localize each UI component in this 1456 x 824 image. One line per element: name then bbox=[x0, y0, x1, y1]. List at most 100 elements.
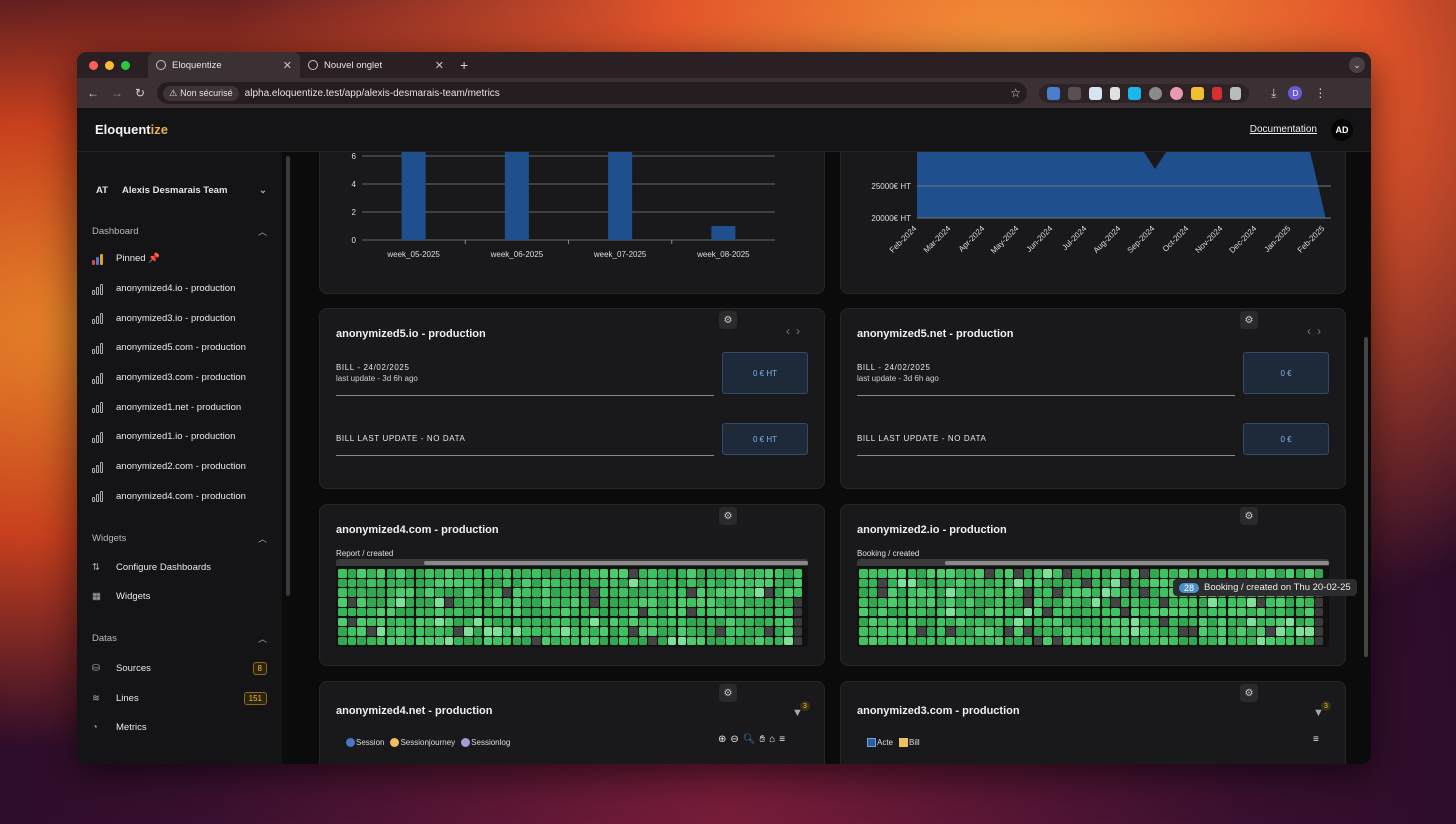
heatmap-cell[interactable] bbox=[405, 598, 415, 607]
back-icon[interactable]: ← bbox=[87, 86, 99, 100]
heatmap-cell[interactable] bbox=[629, 569, 638, 578]
legend-item[interactable]: Acte bbox=[867, 738, 893, 747]
heatmap-cell[interactable] bbox=[512, 627, 522, 636]
heatmap-cell[interactable] bbox=[464, 607, 473, 617]
new-tab-button[interactable]: + bbox=[460, 57, 469, 73]
heatmap-cell[interactable] bbox=[658, 588, 667, 597]
heatmap-cell[interactable] bbox=[357, 636, 366, 646]
heatmap-cell[interactable] bbox=[1033, 607, 1043, 617]
heatmap-cell[interactable] bbox=[985, 588, 994, 597]
heatmap-cell[interactable] bbox=[629, 627, 638, 636]
heatmap-cell[interactable] bbox=[541, 636, 551, 646]
heatmap-cell[interactable] bbox=[677, 578, 686, 588]
heatmap-cell[interactable] bbox=[347, 578, 357, 588]
menu-icon[interactable]: ≡ bbox=[779, 734, 786, 745]
heatmap-cell[interactable] bbox=[1101, 588, 1110, 597]
heatmap-cell[interactable] bbox=[1120, 569, 1130, 578]
heatmap-cell[interactable] bbox=[726, 607, 735, 617]
heatmap-cell[interactable] bbox=[1188, 636, 1198, 646]
heatmap-cell[interactable] bbox=[755, 578, 764, 588]
heatmap-cell[interactable] bbox=[599, 588, 609, 597]
heatmap-cell[interactable] bbox=[1082, 598, 1091, 607]
sidebar-item-dashboard[interactable]: anonymized4.com - production bbox=[92, 482, 267, 512]
heatmap-cell[interactable] bbox=[965, 588, 975, 597]
heatmap-cell[interactable] bbox=[868, 627, 878, 636]
heatmap-cell[interactable] bbox=[599, 607, 609, 617]
heatmap-cell[interactable] bbox=[580, 578, 589, 588]
heatmap-cell[interactable] bbox=[1208, 627, 1217, 636]
heatmap-cell[interactable] bbox=[561, 636, 570, 646]
heatmap-cell[interactable] bbox=[1179, 627, 1188, 636]
heatmap-cell[interactable] bbox=[1072, 636, 1081, 646]
heatmap-cell[interactable] bbox=[677, 617, 686, 626]
heatmap-cell[interactable] bbox=[965, 598, 975, 607]
heatmap-cell[interactable] bbox=[1082, 607, 1091, 617]
heatmap-cell[interactable] bbox=[774, 627, 783, 636]
heatmap-cell[interactable] bbox=[1179, 636, 1188, 646]
heatmap-cell[interactable] bbox=[444, 598, 454, 607]
heatmap-cell[interactable] bbox=[1169, 636, 1178, 646]
heatmap-cell[interactable] bbox=[667, 607, 677, 617]
heatmap-cell[interactable] bbox=[1169, 627, 1178, 636]
heatmap-cell[interactable] bbox=[1276, 617, 1285, 626]
heatmap-cell[interactable] bbox=[376, 617, 386, 626]
heatmap-cell[interactable] bbox=[532, 617, 541, 626]
heatmap-cell[interactable] bbox=[1033, 578, 1043, 588]
team-selector[interactable]: AT Alexis Desmarais Team ⌄ bbox=[92, 180, 267, 200]
heatmap-cell[interactable] bbox=[1140, 636, 1149, 646]
heatmap-cell[interactable] bbox=[764, 578, 774, 588]
heatmap-cell[interactable] bbox=[755, 569, 764, 578]
heatmap-cell[interactable] bbox=[1023, 588, 1033, 597]
heatmap-cell[interactable] bbox=[677, 627, 686, 636]
heatmap-cell[interactable] bbox=[745, 607, 754, 617]
heatmap-cell[interactable] bbox=[716, 607, 725, 617]
heatmap-cell[interactable] bbox=[868, 588, 878, 597]
heatmap-cell[interactable] bbox=[425, 578, 434, 588]
heatmap-cell[interactable] bbox=[580, 598, 589, 607]
heatmap-cell[interactable] bbox=[532, 607, 541, 617]
sidebar-item-dashboard[interactable]: anonymized3.com - production bbox=[92, 363, 267, 393]
heatmap-cell[interactable] bbox=[1247, 598, 1256, 607]
heatmap-cell[interactable] bbox=[570, 617, 580, 626]
heatmap-cell[interactable] bbox=[454, 569, 463, 578]
heatmap-cell[interactable] bbox=[793, 569, 803, 578]
heatmap-cell[interactable] bbox=[522, 598, 531, 607]
heatmap-cell[interactable] bbox=[1285, 569, 1295, 578]
heatmap-cell[interactable] bbox=[1159, 636, 1169, 646]
bookmark-star-icon[interactable]: ☆ bbox=[1010, 86, 1022, 100]
heatmap-cell[interactable] bbox=[1247, 636, 1256, 646]
heatmap-cell[interactable] bbox=[396, 588, 405, 597]
heatmap-cell[interactable] bbox=[1082, 578, 1091, 588]
heatmap-cell[interactable] bbox=[1091, 598, 1101, 607]
heatmap-cell[interactable] bbox=[907, 588, 916, 597]
heatmap-cell[interactable] bbox=[1140, 607, 1149, 617]
heatmap-cell[interactable] bbox=[696, 598, 706, 607]
heatmap-cell[interactable] bbox=[483, 598, 492, 607]
heatmap-cell[interactable] bbox=[755, 588, 764, 597]
heatmap-cell[interactable] bbox=[493, 627, 502, 636]
heatmap-cell[interactable] bbox=[435, 627, 444, 636]
heatmap-cell[interactable] bbox=[1120, 588, 1130, 597]
heatmap-cell[interactable] bbox=[435, 617, 444, 626]
heatmap-cell[interactable] bbox=[1314, 636, 1324, 646]
heatmap-cell[interactable] bbox=[415, 588, 425, 597]
heatmap-cell[interactable] bbox=[1305, 569, 1314, 578]
heatmap-cell[interactable] bbox=[435, 607, 444, 617]
heatmap-cell[interactable] bbox=[338, 578, 347, 588]
heatmap-cell[interactable] bbox=[764, 588, 774, 597]
heatmap-cell[interactable] bbox=[454, 588, 463, 597]
heatmap-cell[interactable] bbox=[502, 598, 512, 607]
heatmap-cell[interactable] bbox=[1072, 588, 1081, 597]
heatmap-cell[interactable] bbox=[1062, 607, 1072, 617]
heatmap-cell[interactable] bbox=[1208, 569, 1217, 578]
heatmap-cell[interactable] bbox=[376, 598, 386, 607]
profile-avatar[interactable]: D bbox=[1288, 86, 1303, 100]
heatmap-cell[interactable] bbox=[784, 578, 793, 588]
heatmap-cell[interactable] bbox=[975, 617, 984, 626]
heatmap-cell[interactable] bbox=[1276, 627, 1285, 636]
filter-icon[interactable]: ▼ 3 bbox=[1313, 701, 1331, 719]
heatmap-cell[interactable] bbox=[658, 617, 667, 626]
heatmap-cell[interactable] bbox=[473, 598, 483, 607]
heatmap-cell[interactable] bbox=[1237, 607, 1246, 617]
heatmap-cell[interactable] bbox=[386, 617, 395, 626]
